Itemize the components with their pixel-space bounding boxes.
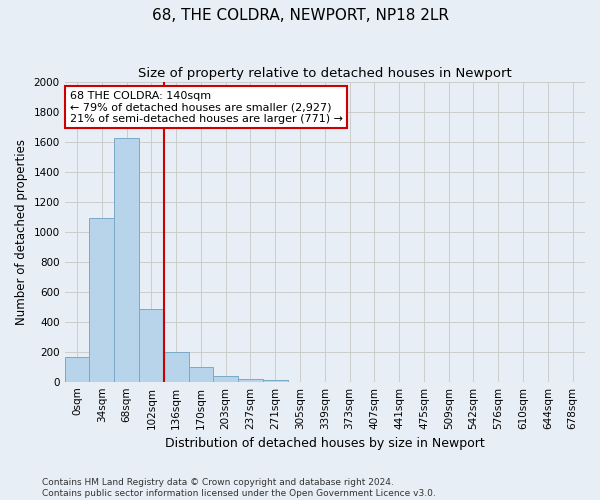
Y-axis label: Number of detached properties: Number of detached properties <box>15 138 28 324</box>
X-axis label: Distribution of detached houses by size in Newport: Distribution of detached houses by size … <box>165 437 485 450</box>
Bar <box>114 138 139 382</box>
Title: Size of property relative to detached houses in Newport: Size of property relative to detached ho… <box>138 68 512 80</box>
Bar <box>65 357 89 382</box>
Bar <box>263 380 287 382</box>
Bar <box>89 218 114 382</box>
Bar <box>139 309 164 382</box>
Bar <box>188 366 214 382</box>
Bar <box>214 376 238 382</box>
Text: 68, THE COLDRA, NEWPORT, NP18 2LR: 68, THE COLDRA, NEWPORT, NP18 2LR <box>151 8 449 22</box>
Bar <box>164 352 188 382</box>
Text: 68 THE COLDRA: 140sqm
← 79% of detached houses are smaller (2,927)
21% of semi-d: 68 THE COLDRA: 140sqm ← 79% of detached … <box>70 90 343 124</box>
Bar <box>238 378 263 382</box>
Text: Contains HM Land Registry data © Crown copyright and database right 2024.
Contai: Contains HM Land Registry data © Crown c… <box>42 478 436 498</box>
